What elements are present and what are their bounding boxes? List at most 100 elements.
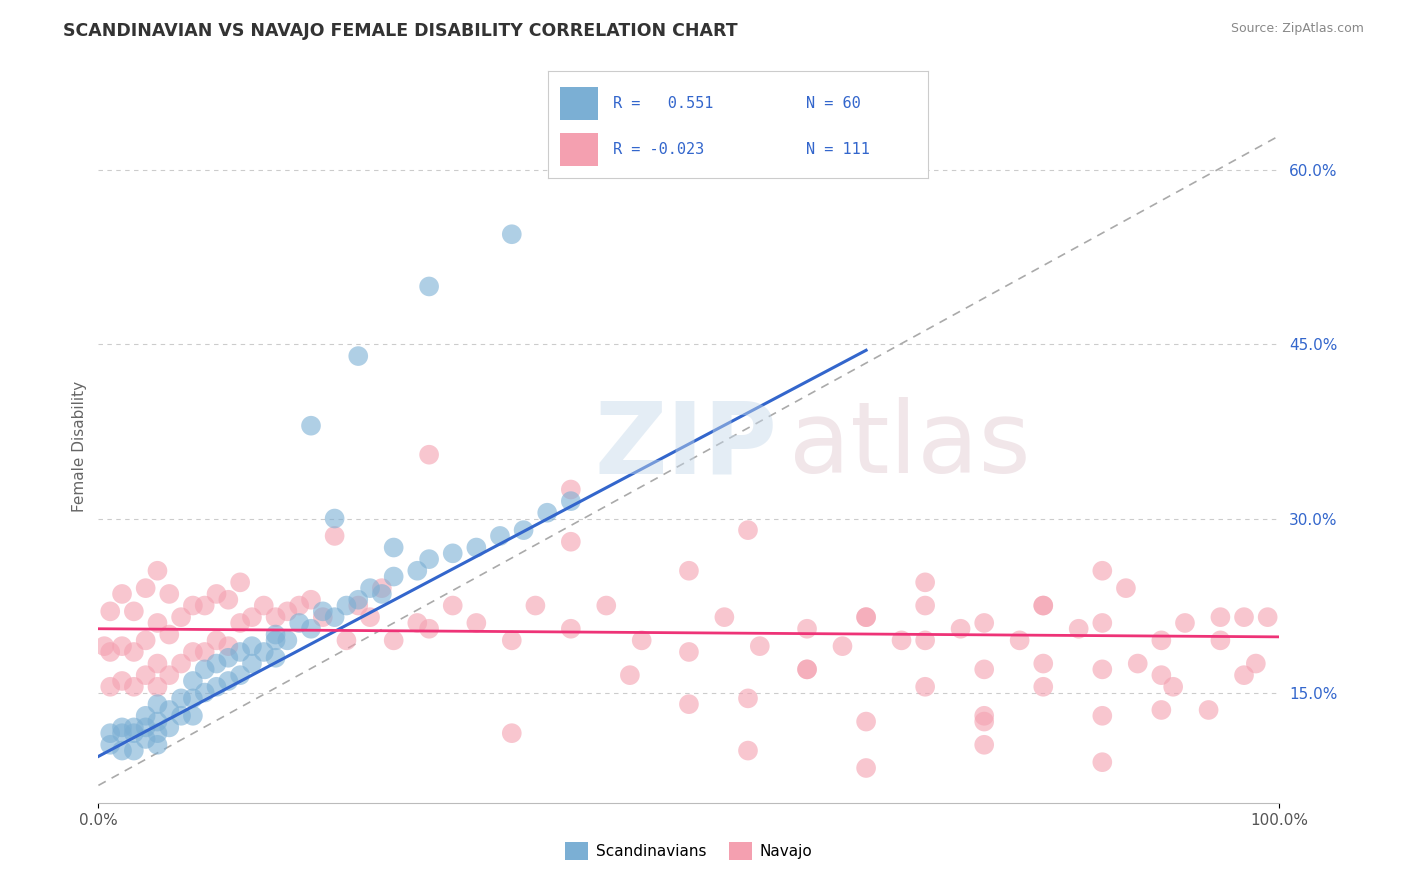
- Point: [122, 720, 145, 734]
- Point: [418, 622, 440, 636]
- Point: [135, 720, 157, 734]
- Point: [181, 673, 204, 688]
- Point: [1032, 599, 1054, 613]
- Point: [418, 448, 440, 462]
- Point: [501, 227, 523, 242]
- Point: [135, 633, 157, 648]
- Point: [217, 639, 239, 653]
- Point: [1257, 610, 1279, 624]
- Point: [111, 726, 134, 740]
- Point: [146, 738, 169, 752]
- Point: [678, 645, 700, 659]
- Point: [831, 639, 853, 653]
- Point: [194, 662, 217, 676]
- Point: [122, 645, 145, 659]
- Point: [146, 680, 169, 694]
- Text: R =   0.551: R = 0.551: [613, 96, 713, 111]
- Point: [560, 622, 582, 636]
- Point: [359, 610, 381, 624]
- Point: [335, 599, 357, 613]
- Point: [1198, 703, 1220, 717]
- Point: [855, 714, 877, 729]
- Point: [122, 604, 145, 618]
- Point: [1150, 633, 1173, 648]
- Point: [122, 680, 145, 694]
- Point: [489, 529, 512, 543]
- Point: [276, 633, 298, 648]
- Point: [157, 720, 180, 734]
- Point: [135, 731, 157, 746]
- Point: [1032, 599, 1054, 613]
- Point: [240, 639, 263, 653]
- Point: [359, 581, 381, 595]
- Point: [914, 680, 936, 694]
- Point: [347, 599, 370, 613]
- Point: [560, 494, 582, 508]
- Point: [973, 615, 995, 630]
- Point: [146, 615, 169, 630]
- Point: [205, 657, 228, 671]
- Point: [217, 673, 239, 688]
- Point: [98, 604, 121, 618]
- Point: [914, 575, 936, 590]
- Point: [135, 708, 157, 723]
- Point: [1174, 615, 1197, 630]
- Point: [524, 599, 547, 613]
- Point: [288, 599, 311, 613]
- Point: [1091, 662, 1114, 676]
- Point: [855, 761, 877, 775]
- Point: [122, 726, 145, 740]
- Point: [240, 610, 263, 624]
- Point: [796, 622, 818, 636]
- Point: [501, 726, 523, 740]
- Point: [678, 697, 700, 711]
- Point: [1209, 633, 1232, 648]
- Point: [111, 673, 134, 688]
- Point: [1233, 668, 1256, 682]
- Point: [1091, 615, 1114, 630]
- Point: [111, 587, 134, 601]
- Point: [170, 657, 193, 671]
- Point: [146, 697, 169, 711]
- Point: [98, 738, 121, 752]
- Point: [382, 633, 405, 648]
- Point: [1150, 703, 1173, 717]
- Text: Source: ZipAtlas.com: Source: ZipAtlas.com: [1230, 22, 1364, 36]
- Point: [678, 564, 700, 578]
- Point: [536, 506, 558, 520]
- Point: [299, 622, 322, 636]
- Point: [560, 534, 582, 549]
- FancyBboxPatch shape: [560, 134, 598, 166]
- Point: [441, 599, 464, 613]
- Point: [382, 569, 405, 583]
- Point: [229, 668, 252, 682]
- Point: [512, 523, 534, 537]
- Point: [560, 483, 582, 497]
- Point: [1032, 680, 1054, 694]
- Point: [135, 581, 157, 595]
- Point: [312, 604, 335, 618]
- Point: [157, 587, 180, 601]
- Point: [737, 743, 759, 757]
- Point: [630, 633, 652, 648]
- Point: [122, 743, 145, 757]
- Point: [146, 714, 169, 729]
- Point: [1233, 610, 1256, 624]
- Point: [205, 633, 228, 648]
- Point: [501, 633, 523, 648]
- Point: [406, 564, 429, 578]
- Point: [264, 633, 287, 648]
- Text: atlas: atlas: [789, 398, 1031, 494]
- Point: [1150, 668, 1173, 682]
- Point: [371, 587, 394, 601]
- Point: [465, 541, 488, 555]
- Point: [229, 615, 252, 630]
- Point: [299, 418, 322, 433]
- Point: [796, 662, 818, 676]
- Point: [382, 541, 405, 555]
- Point: [229, 575, 252, 590]
- Text: N = 60: N = 60: [807, 96, 862, 111]
- Point: [973, 708, 995, 723]
- Y-axis label: Female Disability: Female Disability: [72, 380, 87, 512]
- Point: [713, 610, 735, 624]
